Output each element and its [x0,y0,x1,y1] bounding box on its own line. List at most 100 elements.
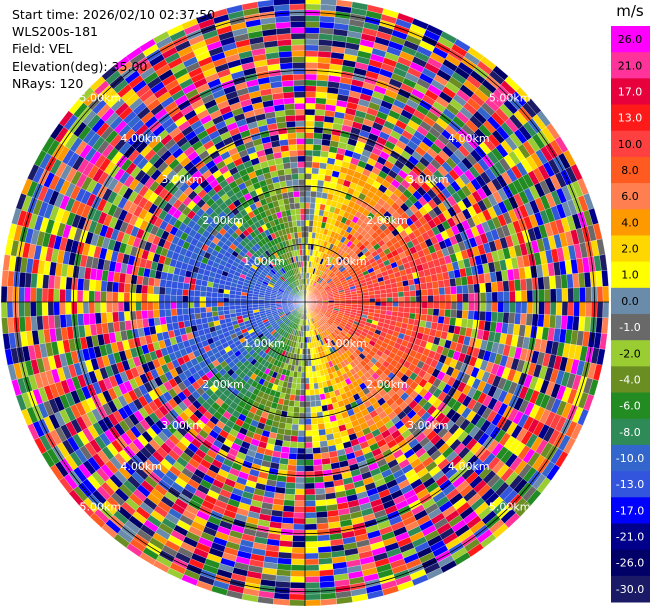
range-gate [141,310,149,320]
range-gate [217,306,224,312]
range-gate [117,311,126,322]
range-gate [290,429,299,437]
range-gate [304,219,310,227]
range-gate [176,295,183,303]
range-gate [316,417,325,425]
range-gate [1,269,9,287]
range-gate [462,301,469,311]
range-gate [296,453,306,461]
range-gate [182,307,189,316]
range-gate [105,301,113,313]
range-gate [147,285,155,295]
range-gate [315,505,328,513]
range-gate [313,126,324,134]
range-gate [304,506,317,513]
range-gate [0,301,8,319]
range-gate [217,310,225,316]
range-gate [420,282,428,291]
range-gate [205,296,212,303]
range-gate [484,282,493,293]
range-gate [312,155,321,163]
range-gate [502,280,510,292]
range-gate [289,593,306,601]
range-gate [282,511,295,519]
range-gate [293,506,306,513]
range-gate [18,301,26,318]
range-gate [228,305,236,311]
range-gate [490,281,498,293]
range-gate [290,576,306,583]
range-gate [88,312,96,325]
range-gate [294,488,306,496]
range-gate [304,471,315,478]
range-gate [526,289,534,303]
range-gate [129,301,136,312]
range-gate [437,315,445,325]
range-gate [291,541,306,548]
range-gate [292,523,306,531]
range-gate [304,167,313,174]
range-gate [304,0,322,5]
range-gate [41,287,49,303]
range-gate [420,313,428,322]
range-gate [292,535,306,542]
range-gate [304,436,313,443]
range-gate [59,301,66,316]
range-gate [368,301,376,306]
range-gate [444,309,452,318]
range-gate [294,394,301,402]
range-gate [35,287,43,303]
range-gate [304,494,316,502]
range-gate [129,310,137,321]
range-gate [35,301,43,317]
range-gate [555,288,563,303]
range-gate [304,371,310,379]
range-gate [461,310,469,320]
range-gate [520,290,528,303]
range-gate [158,286,166,295]
range-gate [456,293,464,303]
range-gate [304,50,319,58]
range-gate [199,306,207,314]
range-gate [287,464,297,472]
range-gate [421,307,428,316]
range-gate [293,511,306,519]
range-gate [313,464,323,472]
range-gate [468,292,475,303]
range-gate [514,279,522,292]
range-gate [171,315,179,324]
range-gate [491,301,499,313]
range-gate [579,301,586,317]
range-gate [292,529,306,537]
range-gate [473,310,481,321]
range-gate [304,523,318,531]
range-gate [211,301,218,308]
range-gate [158,309,166,318]
range-gate [158,294,166,303]
range-gate [304,377,310,385]
range-gate [117,282,126,293]
range-gate [318,434,328,442]
range-gate [409,301,417,309]
range-gate [484,311,493,322]
range-gate [519,278,528,291]
range-gate [391,287,399,294]
range-gate [200,312,208,319]
range-gate [94,301,101,314]
range-gate [304,38,320,46]
range-gate [485,301,493,313]
range-gate [205,291,213,298]
range-gate [211,291,219,298]
range-gate [300,371,306,379]
range-gate [111,301,119,313]
range-gate [287,458,297,466]
range-gate [146,301,154,311]
range-gate [296,459,306,466]
range-gate [285,476,297,484]
range-gate [123,292,131,303]
radar-ppi-plot: 1.00km1.00km1.00km1.00km2.00km2.00km2.00… [0,0,610,607]
range-gate [596,301,604,318]
range-gate [320,0,337,6]
range-gate [298,406,306,414]
range-gate [304,581,321,589]
